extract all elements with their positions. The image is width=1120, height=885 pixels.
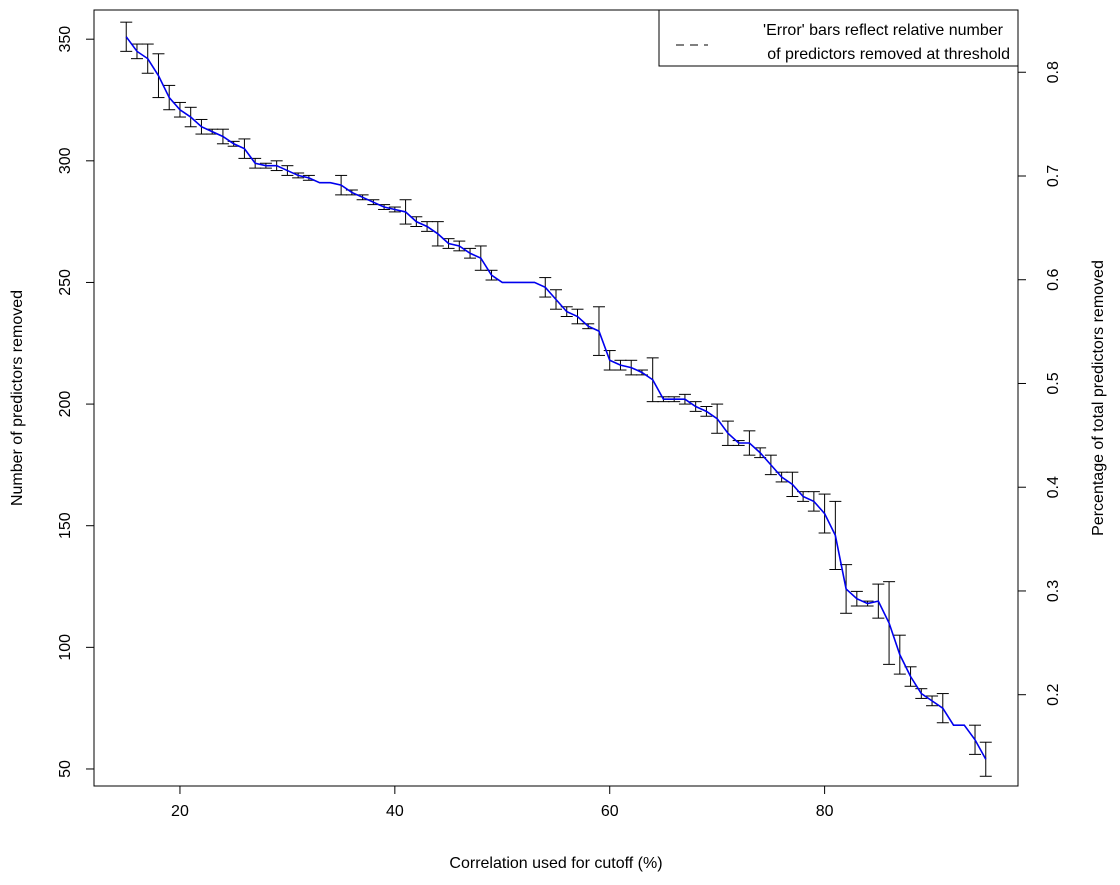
y-tick-label: 150 [57, 512, 74, 539]
legend-text-line-1: 'Error' bars reflect relative number [763, 22, 1004, 39]
y2-tick-label: 0.2 [1045, 683, 1062, 705]
y-tick-label: 200 [57, 391, 74, 418]
y2-tick-label: 0.6 [1045, 269, 1062, 291]
y2-tick-label: 0.4 [1045, 476, 1062, 498]
x-tick-label: 60 [601, 803, 619, 820]
x-tick-label: 80 [816, 803, 834, 820]
y2-tick-label: 0.7 [1045, 165, 1062, 187]
y-axis-right: 0.2 0.3 0.4 0.5 0.6 0.7 0.8 [1018, 61, 1062, 706]
plot-frame [93, 9, 1019, 787]
legend-box [658, 9, 1019, 67]
x-tick-label: 20 [171, 803, 189, 820]
series-line [125, 36, 987, 760]
legend-text-line-2: of predictors removed at threshold [767, 46, 1010, 63]
x-axis-title: Correlation used for cutoff (%) [449, 855, 662, 872]
y-tick-label: 350 [57, 26, 74, 53]
error-bars [120, 21, 992, 777]
x-tick-label: 40 [386, 803, 404, 820]
legend: 'Error' bars reflect relative number of … [658, 9, 1019, 67]
y-tick-label: 250 [57, 269, 74, 296]
x-axis: 20 40 60 80 [171, 785, 834, 820]
y-axis-left: 50 100 150 200 250 300 350 [57, 26, 94, 778]
y2-tick-label: 0.8 [1045, 61, 1062, 83]
y-tick-label: 100 [57, 634, 74, 661]
y2-tick-label: 0.5 [1045, 372, 1062, 394]
y-tick-label: 50 [57, 760, 74, 778]
y-tick-label: 300 [57, 147, 74, 174]
y2-axis-title: Percentage of total predictors removed [1090, 260, 1107, 536]
y-axis-title: Number of predictors removed [9, 290, 26, 506]
y2-tick-label: 0.3 [1045, 580, 1062, 602]
